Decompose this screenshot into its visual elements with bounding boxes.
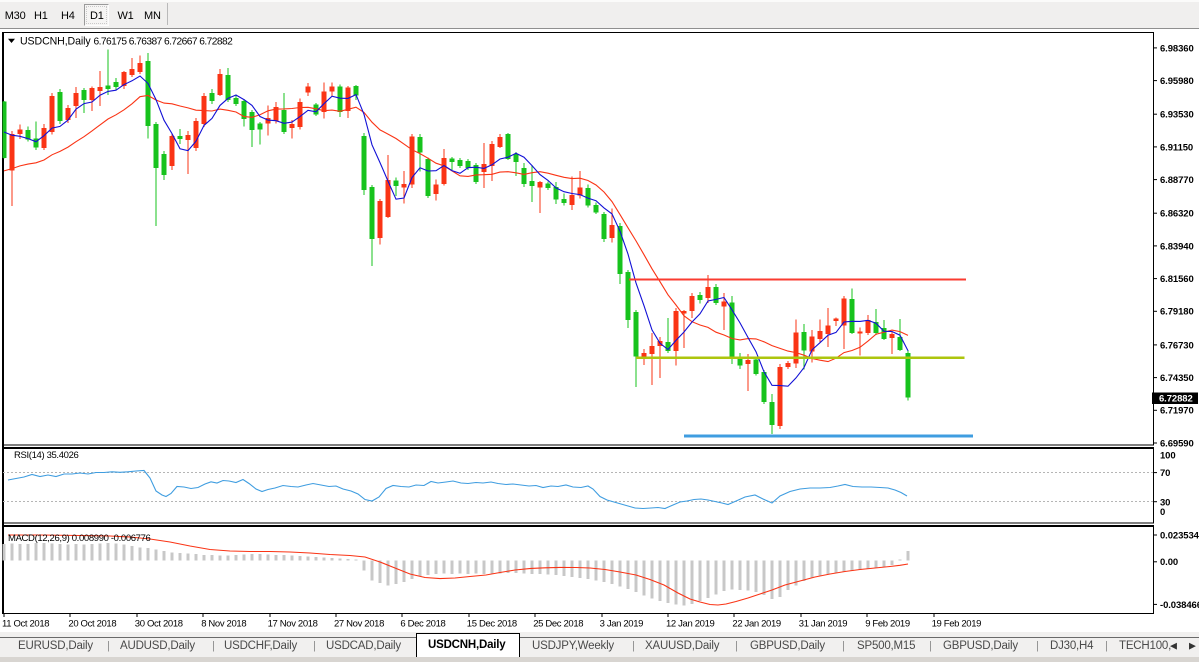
svg-text:6.91150: 6.91150 bbox=[1160, 142, 1193, 153]
svg-text:USDCNH,Daily: USDCNH,Daily bbox=[20, 36, 91, 48]
svg-text:15 Dec 2018: 15 Dec 2018 bbox=[467, 619, 517, 630]
svg-text:6.86320: 6.86320 bbox=[1160, 209, 1194, 220]
svg-text:8 Nov 2018: 8 Nov 2018 bbox=[201, 619, 246, 630]
svg-text:6.95980: 6.95980 bbox=[1160, 76, 1194, 87]
svg-text:27 Nov 2018: 27 Nov 2018 bbox=[334, 619, 384, 630]
svg-text:6.74350: 6.74350 bbox=[1160, 373, 1194, 384]
svg-text:0.023534: 0.023534 bbox=[1160, 530, 1199, 541]
svg-text:6.93530: 6.93530 bbox=[1160, 110, 1194, 121]
svg-text:6 Dec 2018: 6 Dec 2018 bbox=[400, 619, 445, 630]
svg-text:6.98360: 6.98360 bbox=[1160, 43, 1194, 54]
svg-text:20 Oct 2018: 20 Oct 2018 bbox=[68, 619, 116, 630]
svg-text:22 Jan 2019: 22 Jan 2019 bbox=[732, 619, 781, 630]
svg-text:RSI(14) 35.4026: RSI(14) 35.4026 bbox=[14, 450, 79, 461]
svg-text:9 Feb 2019: 9 Feb 2019 bbox=[865, 619, 910, 630]
svg-text:6.79180: 6.79180 bbox=[1160, 307, 1194, 318]
svg-text:6.83940: 6.83940 bbox=[1160, 241, 1194, 252]
svg-text:12 Jan 2019: 12 Jan 2019 bbox=[666, 619, 715, 630]
svg-text:31 Jan 2019: 31 Jan 2019 bbox=[799, 619, 848, 630]
svg-text:6.72882: 6.72882 bbox=[1159, 394, 1193, 405]
svg-text:11 Oct 2018: 11 Oct 2018 bbox=[2, 619, 49, 630]
svg-text:30: 30 bbox=[1160, 497, 1170, 508]
svg-text:17 Nov 2018: 17 Nov 2018 bbox=[268, 619, 318, 630]
svg-text:6.88770: 6.88770 bbox=[1160, 175, 1194, 186]
svg-text:30 Oct 2018: 30 Oct 2018 bbox=[135, 619, 183, 630]
svg-text:19 Feb 2019: 19 Feb 2019 bbox=[932, 619, 982, 630]
svg-text:6.76730: 6.76730 bbox=[1160, 340, 1194, 351]
svg-text:6.76175 6.76387 6.72667 6.7288: 6.76175 6.76387 6.72667 6.72882 bbox=[94, 37, 234, 48]
svg-text:6.69590: 6.69590 bbox=[1160, 438, 1194, 449]
svg-text:-0.038466: -0.038466 bbox=[1160, 600, 1199, 611]
svg-text:3 Jan 2019: 3 Jan 2019 bbox=[600, 619, 644, 630]
svg-text:MACD(12,26,9) 0.008990 -0.0067: MACD(12,26,9) 0.008990 -0.006776 bbox=[8, 533, 151, 544]
svg-text:6.81560: 6.81560 bbox=[1160, 274, 1194, 285]
svg-text:70: 70 bbox=[1160, 468, 1170, 479]
svg-text:0.00: 0.00 bbox=[1160, 557, 1178, 568]
svg-text:100: 100 bbox=[1160, 451, 1176, 462]
svg-text:0: 0 bbox=[1160, 507, 1165, 518]
svg-text:25 Dec 2018: 25 Dec 2018 bbox=[533, 619, 583, 630]
svg-text:6.71970: 6.71970 bbox=[1160, 406, 1194, 417]
